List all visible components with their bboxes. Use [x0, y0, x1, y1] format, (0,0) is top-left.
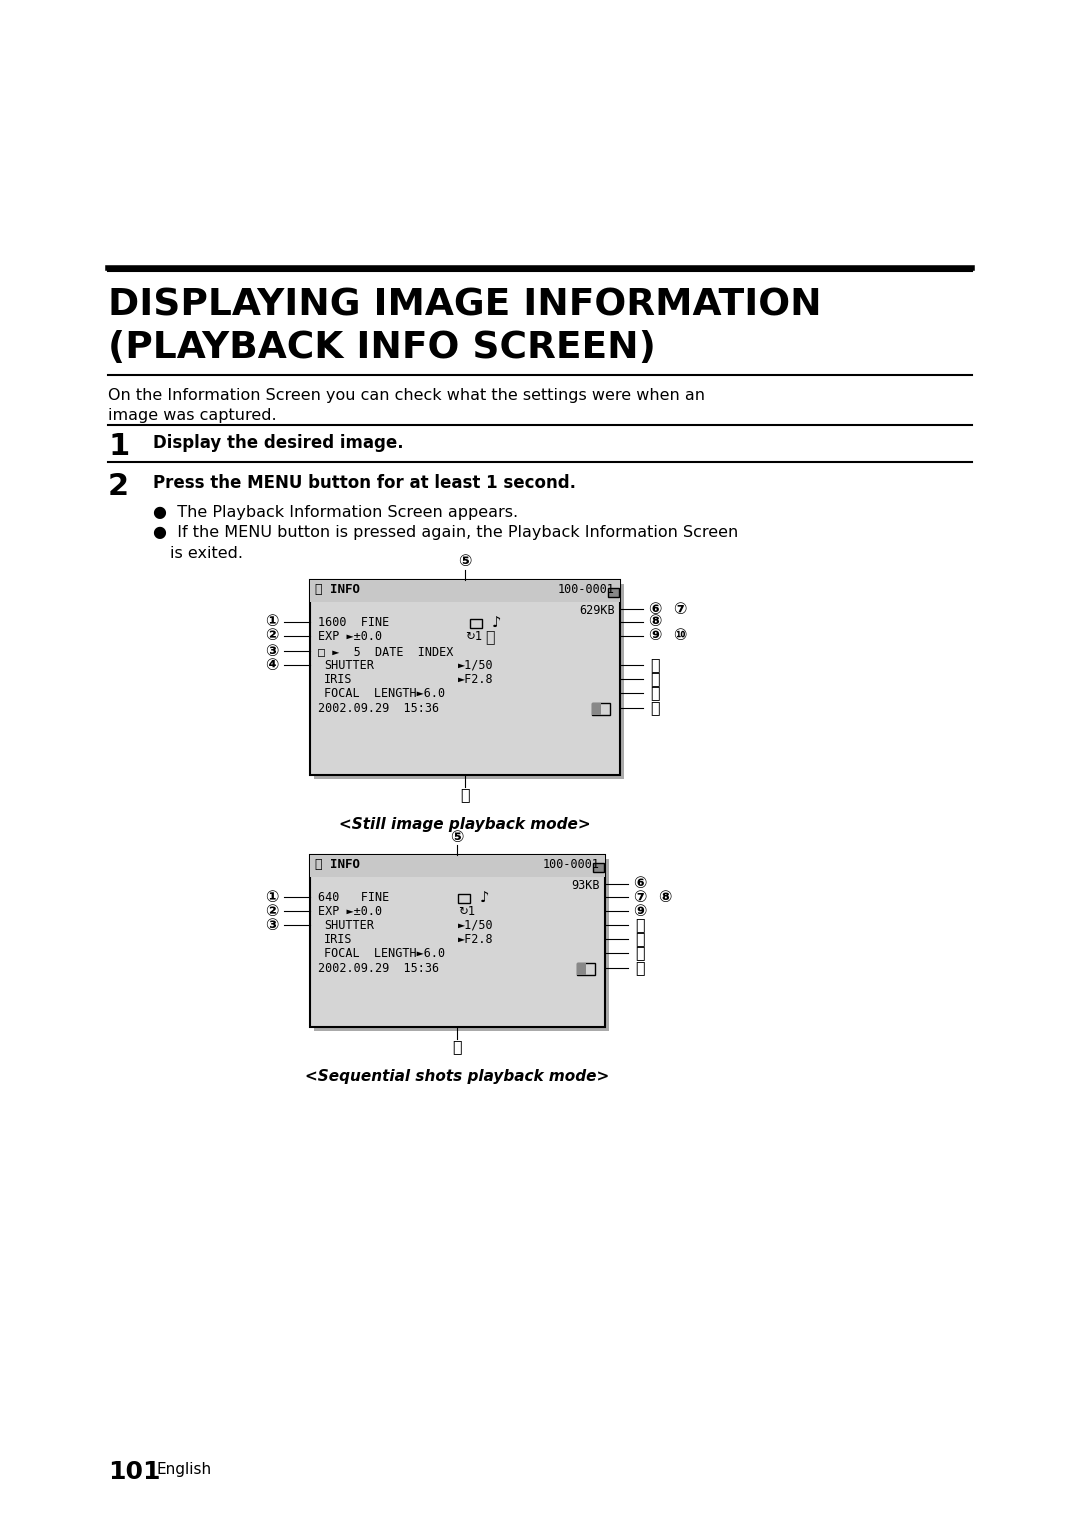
Text: ③: ③ — [266, 917, 279, 933]
Text: 1600  FINE: 1600 FINE — [318, 616, 389, 628]
Text: ⑮: ⑮ — [453, 1040, 462, 1055]
Text: IRIS: IRIS — [324, 933, 352, 946]
Text: ⑨: ⑨ — [648, 628, 662, 644]
FancyBboxPatch shape — [577, 963, 586, 976]
Text: ⑨: ⑨ — [633, 904, 647, 919]
FancyBboxPatch shape — [592, 703, 610, 716]
FancyBboxPatch shape — [310, 579, 620, 775]
Text: ►F2.8: ►F2.8 — [458, 933, 494, 946]
Text: ②: ② — [266, 628, 279, 644]
Text: image was captured.: image was captured. — [108, 408, 276, 424]
Text: ⑧: ⑧ — [658, 890, 672, 905]
Text: EXP ►±0.0: EXP ►±0.0 — [318, 630, 382, 644]
Text: ⑬: ⑬ — [635, 945, 645, 960]
FancyBboxPatch shape — [458, 911, 462, 914]
Text: ⑥: ⑥ — [633, 876, 647, 891]
Text: ↻1: ↻1 — [465, 630, 483, 644]
Text: ⑪: ⑪ — [650, 657, 660, 673]
Text: 2002.09.29  15:36: 2002.09.29 15:36 — [318, 702, 440, 716]
Text: □ ►  5  DATE  INDEX: □ ► 5 DATE INDEX — [318, 645, 454, 657]
Text: ⛔: ⛔ — [485, 628, 495, 644]
Text: ⑤: ⑤ — [458, 555, 472, 569]
Text: ⑥: ⑥ — [648, 601, 662, 616]
Text: ↻1: ↻1 — [458, 905, 475, 917]
Text: Press the MENU button for at least 1 second.: Press the MENU button for at least 1 sec… — [153, 474, 576, 492]
FancyBboxPatch shape — [310, 855, 605, 1027]
FancyBboxPatch shape — [619, 590, 621, 595]
Text: On the Information Screen you can check what the settings were when an: On the Information Screen you can check … — [108, 388, 705, 404]
FancyBboxPatch shape — [314, 584, 624, 778]
Text: DISPLAYING IMAGE INFORMATION: DISPLAYING IMAGE INFORMATION — [108, 287, 822, 324]
Text: ⑦: ⑦ — [673, 601, 687, 616]
Text: ►1/50: ►1/50 — [458, 659, 494, 673]
Text: ●  If the MENU button is pressed again, the Playback Information Screen: ● If the MENU button is pressed again, t… — [153, 524, 739, 540]
Text: 2002.09.29  15:36: 2002.09.29 15:36 — [318, 962, 440, 976]
Text: ⑤: ⑤ — [450, 830, 463, 844]
Text: ③: ③ — [266, 644, 279, 659]
Text: SHUTTER: SHUTTER — [324, 919, 374, 933]
FancyBboxPatch shape — [310, 579, 620, 602]
Text: <Still image playback mode>: <Still image playback mode> — [339, 816, 591, 832]
Text: ①: ① — [266, 615, 279, 630]
FancyBboxPatch shape — [458, 894, 470, 904]
Text: ⑧: ⑧ — [648, 615, 662, 630]
Text: 100-0001: 100-0001 — [558, 583, 615, 596]
FancyBboxPatch shape — [310, 855, 605, 878]
Text: ④: ④ — [266, 657, 279, 673]
Text: ►1/50: ►1/50 — [458, 919, 494, 933]
Text: ⑪: ⑪ — [635, 917, 645, 933]
Text: 101: 101 — [108, 1460, 161, 1485]
Text: 640   FINE: 640 FINE — [318, 891, 389, 904]
Text: ●  The Playback Information Screen appears.: ● The Playback Information Screen appear… — [153, 505, 518, 520]
Text: 1: 1 — [108, 433, 130, 462]
Text: English: English — [156, 1462, 211, 1477]
Text: 629KB: 629KB — [579, 604, 615, 618]
Text: ①: ① — [266, 890, 279, 905]
Text: ⑫: ⑫ — [635, 931, 645, 946]
Text: FOCAL  LENGTH►6.0: FOCAL LENGTH►6.0 — [324, 946, 445, 960]
FancyBboxPatch shape — [314, 859, 609, 1031]
Text: SHUTTER: SHUTTER — [324, 659, 374, 673]
Text: 93KB: 93KB — [571, 879, 600, 891]
Text: ⓘ INFO: ⓘ INFO — [315, 858, 360, 872]
Text: ②: ② — [266, 904, 279, 919]
FancyBboxPatch shape — [592, 703, 600, 716]
Text: 100-0001: 100-0001 — [543, 858, 600, 872]
Text: ⑭: ⑭ — [650, 700, 660, 716]
Text: IRIS: IRIS — [324, 673, 352, 687]
Text: ⑫: ⑫ — [650, 671, 660, 687]
FancyBboxPatch shape — [604, 865, 606, 870]
Text: is exited.: is exited. — [170, 546, 243, 561]
FancyBboxPatch shape — [470, 636, 474, 639]
Text: ⓘ INFO: ⓘ INFO — [315, 583, 360, 596]
Text: Display the desired image.: Display the desired image. — [153, 434, 404, 453]
Text: ►F2.8: ►F2.8 — [458, 673, 494, 687]
Text: ⑬: ⑬ — [650, 685, 660, 700]
FancyBboxPatch shape — [608, 589, 619, 596]
Text: EXP ►±0.0: EXP ►±0.0 — [318, 905, 382, 917]
Text: ♪: ♪ — [480, 891, 489, 907]
FancyBboxPatch shape — [593, 862, 604, 872]
Text: ⑩: ⑩ — [673, 628, 687, 644]
Text: 2: 2 — [108, 472, 130, 502]
Text: ⑮: ⑮ — [460, 787, 470, 803]
FancyBboxPatch shape — [470, 619, 482, 628]
Text: <Sequential shots playback mode>: <Sequential shots playback mode> — [305, 1069, 609, 1084]
Text: ♪: ♪ — [492, 616, 501, 631]
Text: ⑭: ⑭ — [635, 960, 645, 976]
FancyBboxPatch shape — [577, 963, 595, 976]
Text: FOCAL  LENGTH►6.0: FOCAL LENGTH►6.0 — [324, 687, 445, 700]
Text: (PLAYBACK INFO SCREEN): (PLAYBACK INFO SCREEN) — [108, 330, 656, 365]
Text: ⑦: ⑦ — [633, 890, 647, 905]
